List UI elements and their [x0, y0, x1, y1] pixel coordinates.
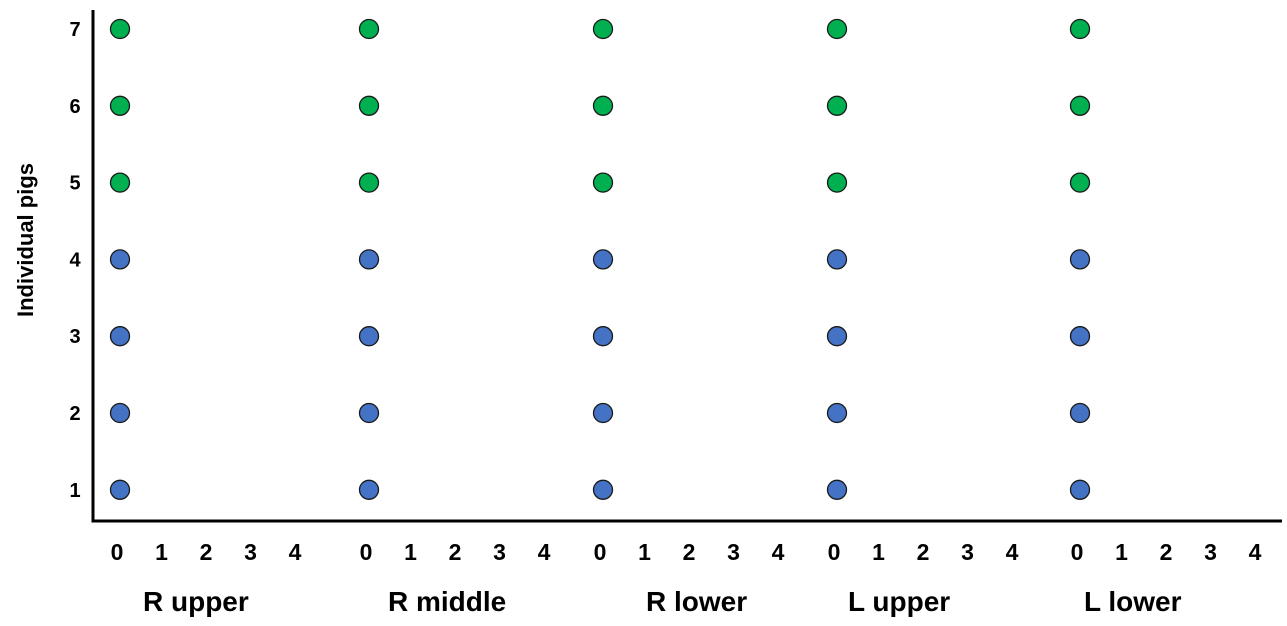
y-tick-label: 3: [69, 326, 80, 348]
group-label: R lower: [646, 586, 747, 617]
x-tick-label: 1: [1115, 539, 1128, 565]
x-tick-label: 0: [1071, 539, 1084, 565]
data-point: [109, 479, 131, 500]
x-tick-label: 2: [1160, 539, 1173, 565]
x-tick-label: 0: [111, 539, 124, 565]
x-tick-labels: 0 1 2 3 4 0 1 2 3 4 0 1 2 3 4 0 1 2 3 4 0 1 2 3 4: [111, 539, 1262, 565]
x-tick-label: 2: [200, 539, 213, 565]
data-point: [1069, 95, 1091, 116]
data-points: [109, 18, 1091, 500]
data-point: [592, 326, 614, 347]
x-tick-label: 2: [683, 539, 696, 565]
data-point: [826, 172, 848, 193]
x-tick-label: 2: [449, 539, 462, 565]
data-point: [592, 18, 614, 40]
data-point: [592, 95, 614, 116]
x-tick-label: 1: [155, 539, 168, 565]
x-tick-label: 2: [917, 539, 930, 565]
data-point: [109, 95, 131, 116]
data-point: [109, 172, 131, 193]
data-point: [109, 249, 131, 270]
axes-group: [91, 10, 1282, 523]
data-point: [358, 326, 380, 347]
data-point: [1069, 249, 1091, 270]
data-point: [592, 249, 614, 270]
x-tick-label: 3: [1204, 539, 1217, 565]
data-point: [1069, 326, 1091, 347]
x-tick-label: 4: [289, 539, 302, 565]
x-tick-label: 1: [872, 539, 885, 565]
x-tick-label: 4: [538, 539, 551, 565]
data-point: [109, 402, 131, 424]
data-point: [109, 18, 131, 40]
x-tick-label: 3: [493, 539, 506, 565]
group-labels: R upper R middle R lower L upper L lower: [143, 586, 1182, 617]
data-point: [826, 479, 848, 500]
data-point: [358, 95, 380, 116]
group-label: L upper: [848, 586, 950, 617]
group-label: R middle: [388, 586, 506, 617]
y-tick-label: 5: [69, 173, 80, 195]
x-tick-label: 1: [638, 539, 651, 565]
x-tick-label: 3: [244, 539, 257, 565]
y-axis-label: Individual pigs: [13, 163, 38, 317]
data-point: [826, 326, 848, 347]
x-tick-label: 4: [1006, 539, 1019, 565]
data-point: [826, 95, 848, 116]
x-tick-label: 4: [772, 539, 785, 565]
data-point: [1069, 18, 1091, 40]
data-point: [826, 402, 848, 424]
data-point: [1069, 479, 1091, 500]
data-point: [592, 172, 614, 193]
data-point: [592, 479, 614, 500]
x-tick-label: 3: [961, 539, 974, 565]
x-tick-label: 4: [1249, 539, 1262, 565]
x-tick-label: 0: [360, 539, 373, 565]
data-point: [358, 18, 380, 40]
y-tick-label: 6: [69, 96, 80, 118]
y-tick-label: 4: [69, 249, 81, 271]
x-tick-label: 1: [404, 539, 417, 565]
data-point: [826, 249, 848, 270]
data-point: [826, 18, 848, 40]
y-tick-label: 7: [69, 19, 80, 41]
data-point: [1069, 402, 1091, 424]
x-tick-label: 0: [594, 539, 607, 565]
group-label: L lower: [1084, 586, 1182, 617]
data-point: [1069, 172, 1091, 193]
y-tick-labels: 1 2 3 4 5 6 7: [69, 19, 81, 502]
x-tick-label: 0: [828, 539, 841, 565]
y-tick-label: 1: [69, 480, 80, 502]
data-point: [358, 402, 380, 424]
data-point: [358, 249, 380, 270]
data-point: [592, 402, 614, 424]
group-label: R upper: [143, 586, 249, 617]
data-point: [358, 172, 380, 193]
x-tick-label: 3: [727, 539, 740, 565]
data-point: [358, 479, 380, 500]
data-point: [109, 326, 131, 347]
y-tick-label: 2: [69, 403, 80, 425]
